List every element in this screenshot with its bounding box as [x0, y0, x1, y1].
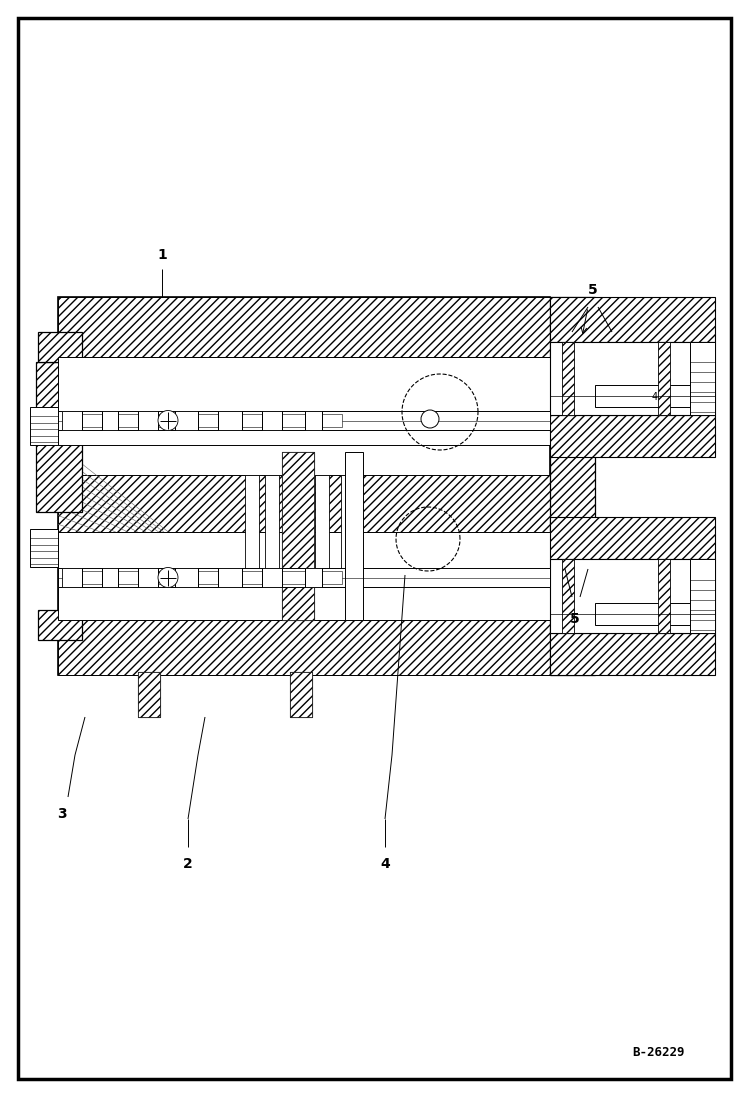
Bar	[550, 297, 595, 675]
Bar	[138, 411, 158, 430]
Bar	[290, 672, 312, 717]
Bar	[38, 610, 82, 640]
Bar	[282, 452, 314, 620]
Bar	[175, 568, 198, 587]
Bar	[58, 297, 550, 357]
Bar	[690, 559, 715, 633]
Bar	[550, 559, 715, 633]
Bar	[62, 411, 82, 430]
Bar	[58, 620, 550, 675]
Text: 3: 3	[57, 807, 67, 821]
Bar	[58, 568, 550, 587]
Text: B-26229: B-26229	[632, 1047, 685, 1059]
Bar	[58, 411, 550, 430]
Bar	[315, 475, 329, 575]
Bar	[305, 411, 322, 430]
Bar	[550, 342, 715, 415]
Bar	[341, 475, 355, 575]
Bar	[290, 672, 312, 717]
Bar	[562, 342, 574, 415]
Bar	[305, 568, 322, 587]
Bar	[198, 572, 218, 584]
Bar	[36, 362, 82, 512]
Bar	[550, 415, 715, 457]
Bar	[322, 572, 342, 584]
Bar	[198, 414, 218, 427]
Text: 4: 4	[380, 857, 390, 871]
Bar	[158, 414, 175, 427]
Bar	[175, 411, 198, 430]
Bar	[30, 407, 58, 445]
Bar	[345, 452, 363, 620]
Bar	[138, 672, 160, 717]
Bar	[62, 568, 82, 587]
Bar	[118, 414, 138, 427]
Bar	[30, 529, 58, 567]
Text: 2: 2	[183, 857, 193, 871]
Bar	[282, 414, 305, 427]
Bar	[118, 572, 138, 584]
Bar	[138, 568, 158, 587]
Bar	[550, 517, 715, 559]
Bar	[138, 672, 160, 717]
Circle shape	[158, 567, 178, 588]
Bar	[38, 332, 82, 362]
Bar	[265, 475, 279, 575]
Bar	[658, 559, 670, 633]
Bar	[58, 297, 550, 675]
Bar	[242, 572, 262, 584]
Circle shape	[158, 410, 178, 430]
Text: 1: 1	[157, 248, 167, 262]
Bar	[550, 297, 715, 342]
Bar	[690, 342, 715, 415]
Bar	[595, 603, 705, 625]
Bar	[218, 568, 242, 587]
Bar	[245, 475, 259, 575]
Text: 5: 5	[570, 612, 580, 626]
Bar	[595, 385, 705, 407]
Bar	[562, 559, 574, 633]
Bar	[293, 475, 307, 575]
Text: 5: 5	[588, 283, 598, 297]
Bar	[82, 414, 102, 427]
Bar	[242, 414, 262, 427]
Text: 4: 4	[652, 392, 658, 402]
Bar	[82, 572, 102, 584]
Bar	[550, 633, 715, 675]
Bar	[658, 342, 670, 415]
Circle shape	[421, 410, 439, 428]
Bar	[158, 572, 175, 584]
Bar	[218, 411, 242, 430]
Bar	[282, 572, 305, 584]
Bar	[58, 357, 550, 445]
Bar	[102, 568, 118, 587]
Bar	[282, 452, 314, 620]
Bar	[322, 414, 342, 427]
Bar	[262, 411, 282, 430]
Bar	[102, 411, 118, 430]
Bar	[58, 475, 550, 575]
Bar	[58, 532, 550, 620]
Bar	[262, 568, 282, 587]
